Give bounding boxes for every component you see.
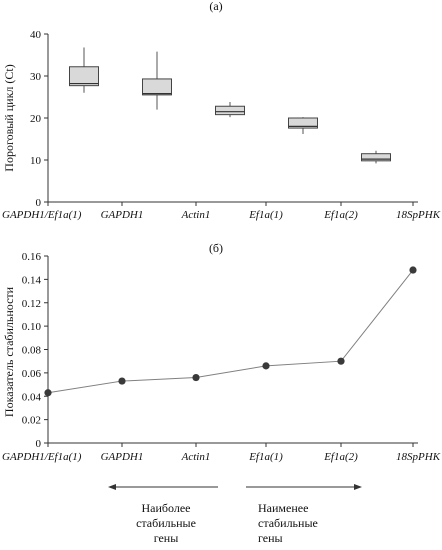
box-3 (288, 117, 318, 134)
stability-series-line (47, 269, 414, 394)
panel-a-category-label: Ef1a(2) (323, 209, 358, 221)
stability-point (44, 389, 52, 397)
panel-a-category-label: 18SрРНК (396, 209, 441, 221)
panel-a-category-label: Ef1a(1) (248, 209, 283, 221)
panel-a-ytick-label: 20 (30, 113, 42, 125)
panel-b-ytick-label: 0.08 (22, 345, 42, 357)
panel-a-category-label: Actin1 (181, 209, 211, 221)
panel-a-ytick-label: 0 (36, 197, 42, 209)
panel-a-ytick-label: 10 (30, 155, 42, 167)
panel-b-ytick-label: 0.12 (22, 298, 41, 310)
stability-point (118, 377, 126, 385)
panel-a-label: (а) (209, 0, 222, 13)
panel-b-category-label: Ef1a(2) (323, 451, 358, 463)
box-rect (215, 105, 245, 116)
panel-b-ytick-label: 0.16 (22, 251, 42, 263)
panel-b-category-label: GAPDH1/Ef1a(1) (2, 451, 82, 463)
panel-b-ytick-label: 0.10 (22, 321, 42, 333)
panel-b-category-label: Actin1 (181, 451, 211, 463)
panel-b-ylabel: Показатель стабильности (2, 286, 16, 417)
stability-point (409, 266, 417, 274)
most-stable-line-1: Наиболее (141, 501, 190, 515)
panel-a-ytick-label: 30 (30, 71, 42, 83)
stability-point (262, 362, 270, 370)
box-rect (69, 66, 99, 87)
panel-b-ytick-label: 0.06 (22, 368, 42, 380)
box-rect (288, 117, 318, 129)
box-rect (142, 78, 172, 96)
box-4 (361, 150, 391, 164)
panel-b-ytick-label: 0.02 (22, 415, 41, 427)
most-stable-line-2: стабильные (136, 516, 196, 530)
panel-b-category-label: Ef1a(1) (248, 451, 283, 463)
box-2 (215, 102, 245, 118)
stability-arrows: Наиболее стабильные гены Наименее стабил… (108, 484, 362, 545)
panel-b-ytick-label: 0 (36, 438, 42, 450)
panel-b-category-label: GAPDH1 (101, 451, 144, 463)
panel-a-category-label: GAPDH1/Ef1a(1) (2, 209, 82, 221)
box-1 (142, 51, 172, 110)
least-stable-arrowhead (354, 484, 362, 490)
panel-a-ytick-label: 40 (30, 29, 42, 41)
least-stable-line-3: гены (258, 531, 283, 545)
box-chart: (а) Пороговый цикл (Ct) 0 10 20 30 40 GAPDH1… (2, 0, 441, 221)
most-stable-arrowhead (108, 484, 116, 490)
box-0 (69, 47, 99, 93)
line-chart: (б) Показатель стабильности 0 0.02 0.04 0.0… (2, 241, 441, 463)
panel-a-ylabel: Пороговый цикл (Ct) (2, 64, 16, 171)
stability-point (192, 373, 200, 382)
panel-b-label: (б) (209, 241, 223, 255)
stability-point (337, 357, 345, 365)
box-rect (361, 153, 391, 162)
least-stable-line-1: Наименее (258, 501, 308, 515)
panel-b-category-label: 18SрРНК (396, 451, 441, 463)
panel-b-ytick-label: 0.04 (22, 391, 42, 403)
most-stable-line-3: гены (154, 531, 179, 545)
panel-a-category-label: GAPDH1 (101, 209, 144, 221)
panel-b-ytick-label: 0.14 (22, 274, 42, 286)
least-stable-line-2: стабильные (258, 516, 318, 530)
